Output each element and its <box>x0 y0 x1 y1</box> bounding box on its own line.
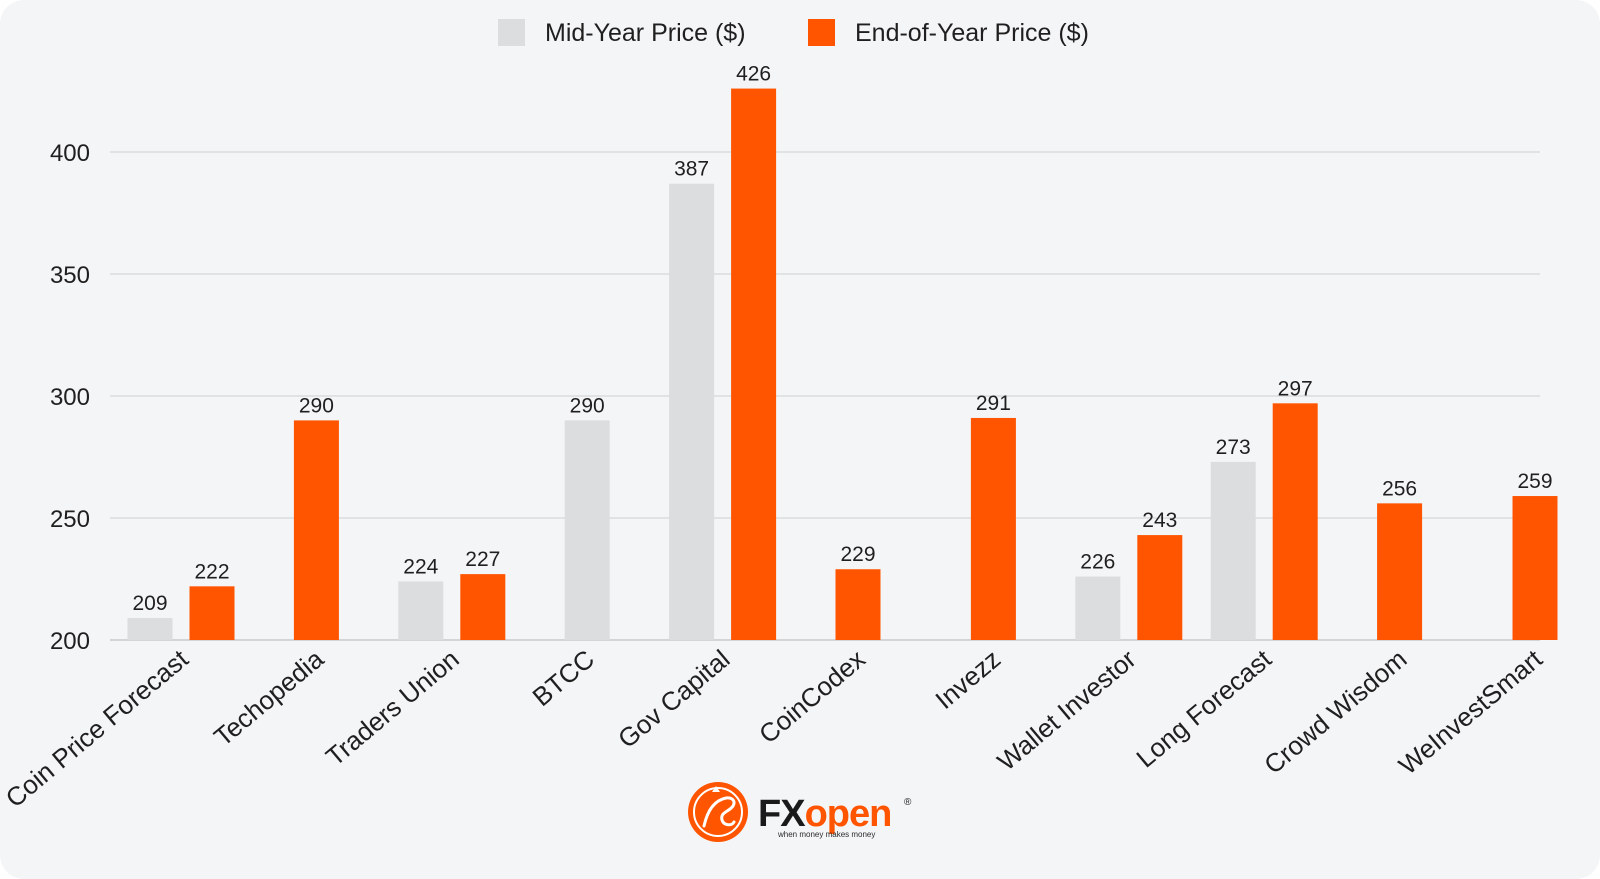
bar-mid-year <box>1210 461 1256 640</box>
legend: Mid-Year Price ($) End-of-Year Price ($) <box>498 19 1089 47</box>
y-tick-label: 250 <box>50 506 90 533</box>
bar-value-label: 273 <box>1216 436 1251 459</box>
bar-value-label: 243 <box>1142 509 1177 532</box>
brand-emblem-icon <box>688 782 748 842</box>
bar-end-of-year <box>731 88 777 640</box>
brand-name-fx: FX <box>758 793 806 835</box>
bar-value-label: 222 <box>194 560 229 583</box>
y-tick-label: 300 <box>50 384 90 411</box>
x-tick-label: Crowd Wisdom <box>1258 644 1412 780</box>
x-tick-label: CoinCodex <box>753 644 871 750</box>
bar-value-label: 387 <box>674 158 709 181</box>
x-tick-label: WeInvestSmart <box>1393 643 1549 780</box>
bar-end-of-year <box>1512 496 1558 640</box>
x-tick-label: Traders Union <box>320 644 465 772</box>
bar-value-label: 291 <box>976 392 1011 415</box>
bar-value-label: 229 <box>840 543 875 566</box>
x-tick-label: Long Forecast <box>1130 643 1277 773</box>
x-tick-label: Gov Capital <box>612 644 735 754</box>
bar-value-label: 227 <box>465 548 500 571</box>
bar-end-of-year <box>970 417 1016 640</box>
bar-end-of-year <box>1272 403 1318 640</box>
bar-value-label: 259 <box>1517 470 1552 493</box>
brand-tagline: when money makes money <box>777 830 875 839</box>
bar-mid-year <box>398 581 444 640</box>
bar-value-label: 297 <box>1278 377 1313 400</box>
bar-mid-year <box>127 618 173 640</box>
bar-value-label: 256 <box>1382 477 1417 500</box>
bar-mid-year <box>669 183 715 640</box>
x-tick-label: Techopedia <box>208 643 330 752</box>
x-tick-label: BTCC <box>527 644 601 712</box>
x-tick-label: Coin Price Forecast <box>0 643 194 813</box>
y-tick-label: 350 <box>50 262 90 289</box>
bar-value-label: 290 <box>299 394 334 417</box>
bar-value-label: 290 <box>570 394 605 417</box>
legend-label: Mid-Year Price ($) <box>545 19 746 47</box>
y-axis: 200 250 300 350 400 <box>50 140 90 655</box>
bar-end-of-year <box>293 420 339 640</box>
bar-mid-year <box>564 420 610 640</box>
bar-value-label: 226 <box>1080 551 1115 574</box>
legend-swatch <box>498 19 525 46</box>
x-tick-label: Wallet Investor <box>991 643 1142 776</box>
brand-registered-mark: ® <box>904 797 912 808</box>
bar-end-of-year <box>189 586 235 640</box>
bar-value-label: 224 <box>403 555 438 578</box>
bar-end-of-year <box>460 574 506 640</box>
bar-mid-year <box>1075 576 1121 640</box>
x-tick-label: Invezz <box>929 644 1006 715</box>
bar-end-of-year <box>1377 503 1423 640</box>
bar-end-of-year <box>1137 535 1183 640</box>
brand-logo: FXopen ® when money makes money <box>688 782 912 842</box>
legend-label: End-of-Year Price ($) <box>855 19 1089 47</box>
y-tick-label: 400 <box>50 140 90 167</box>
brand-name: FXopen <box>758 793 891 835</box>
y-tick-label: 200 <box>50 628 90 655</box>
bar-value-label: 426 <box>736 63 771 86</box>
bars: 209 222 290 224 227 290 387 426 229 291 226 243 273 2… <box>127 63 1558 640</box>
bar-value-label: 209 <box>132 592 167 615</box>
bar-end-of-year <box>835 569 881 640</box>
brand-name-open: open <box>805 793 892 835</box>
legend-swatch <box>808 19 835 46</box>
